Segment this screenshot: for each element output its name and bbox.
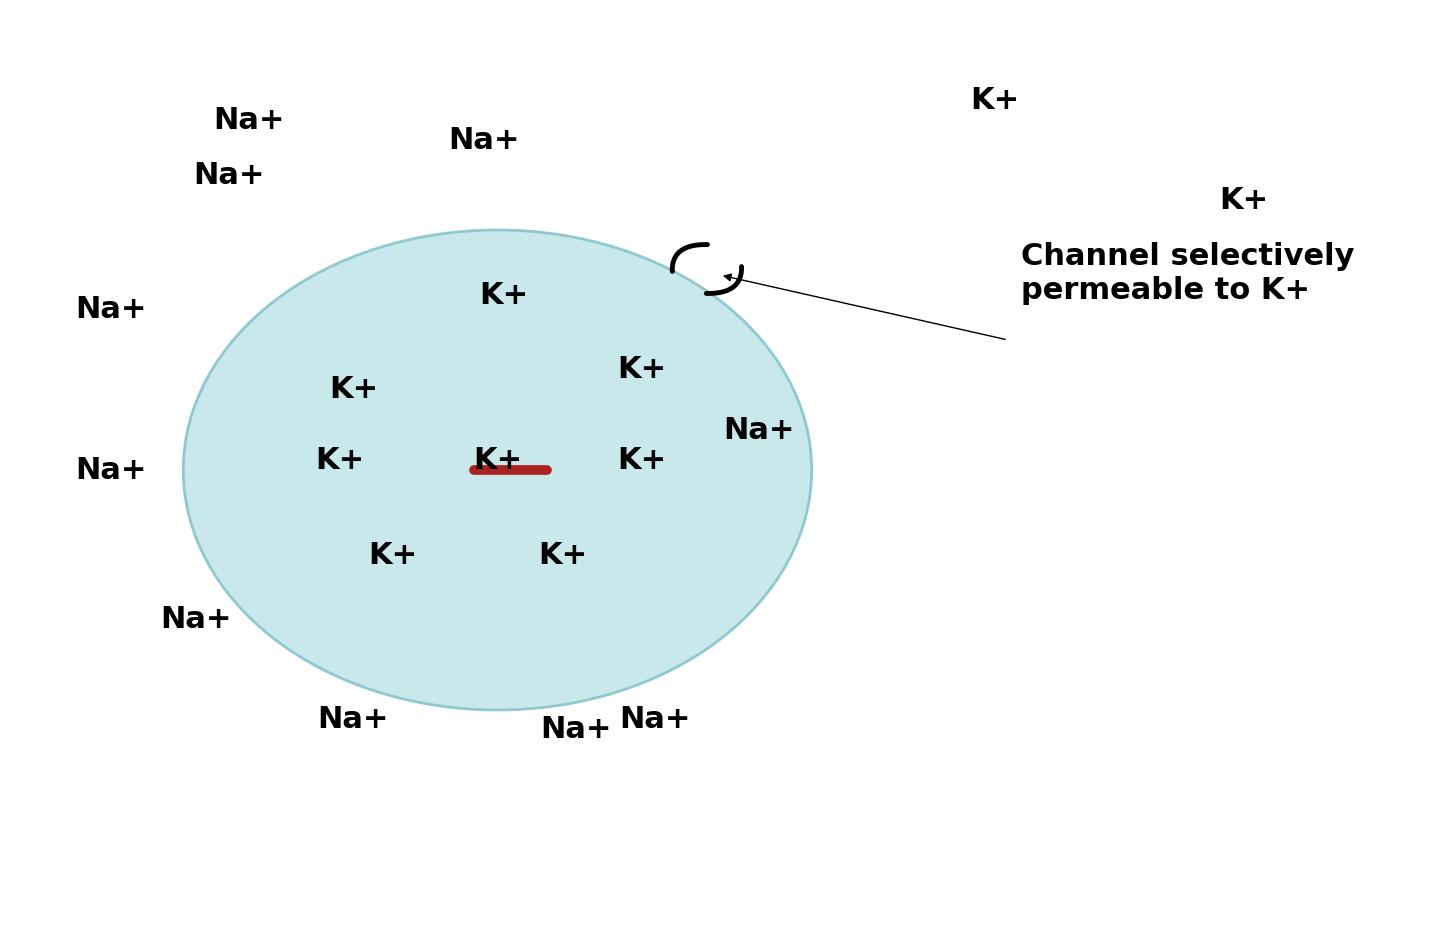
Text: Na+: Na+ bbox=[449, 125, 520, 154]
Text: Na+: Na+ bbox=[540, 715, 612, 744]
Text: Na+: Na+ bbox=[318, 706, 389, 735]
Text: K+: K+ bbox=[328, 375, 379, 405]
Text: K+: K+ bbox=[480, 280, 528, 310]
Text: K+: K+ bbox=[971, 86, 1020, 115]
Text: Na+: Na+ bbox=[75, 295, 147, 325]
Text: Channel selectively
permeable to K+: Channel selectively permeable to K+ bbox=[1021, 243, 1355, 305]
Text: K+: K+ bbox=[315, 445, 364, 474]
Circle shape bbox=[183, 230, 812, 710]
Text: K+: K+ bbox=[1220, 185, 1269, 215]
Text: Na+: Na+ bbox=[723, 416, 795, 444]
Text: Na+: Na+ bbox=[193, 161, 265, 189]
Text: Na+: Na+ bbox=[75, 455, 147, 485]
Text: Na+: Na+ bbox=[619, 706, 690, 735]
Text: K+: K+ bbox=[472, 445, 523, 474]
Text: Na+: Na+ bbox=[161, 605, 232, 634]
Text: K+: K+ bbox=[616, 356, 667, 385]
Text: K+: K+ bbox=[369, 540, 418, 569]
Text: Na+: Na+ bbox=[213, 105, 285, 135]
Text: K+: K+ bbox=[616, 445, 667, 474]
Text: K+: K+ bbox=[539, 540, 588, 569]
